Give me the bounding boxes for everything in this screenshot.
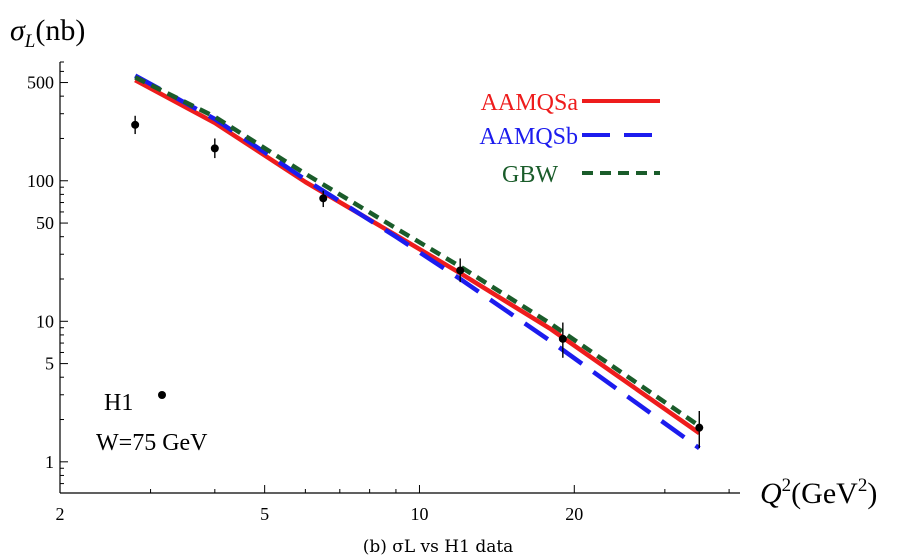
x-tick-label: 20 [565,504,583,524]
legend-label-aamqsb: AAMQSb [479,124,578,150]
h1-legend-marker [158,391,166,399]
y-tick-label: 10 [36,311,54,331]
h1-data-point [456,266,465,275]
y-tick-label: 50 [36,213,54,233]
h1-data-point [319,194,328,203]
y-axis-unit: (nb) [35,14,85,47]
y-axis-title: σL(nb) [10,14,85,52]
h1-data-point [558,334,567,343]
model-curves [134,73,701,451]
h1-data-point [210,144,219,153]
x-axis-ticks: 2 5 10 20 [56,485,730,524]
y-tick-label: 1 [45,452,54,472]
x-tick-label: 10 [410,504,428,524]
x-axis-unit-pre: (GeV [791,477,858,510]
x-tick-label: 5 [260,504,269,524]
y-axis-symbol: σ [10,14,26,47]
h1-data-point [131,120,140,129]
figure-caption: (b) σL vs H1 data [363,537,514,557]
x-axis-unit-post: ) [867,477,877,510]
h1-label: H1 [104,390,133,416]
series-line-aamqsa [134,78,701,435]
h1-data-point [695,423,704,432]
y-tick-label: 500 [27,73,54,93]
h1-data-points [131,115,704,449]
legend-label-aamqsa: AAMQSa [481,90,579,116]
x-tick-label: 2 [56,504,65,524]
y-tick-label: 5 [45,354,54,374]
x-axis-symbol: Q [760,477,782,510]
series-line-aamqsb [134,73,701,451]
x-axis-title: Q2(GeV2) [760,475,877,510]
legend-label-gbw: GBW [502,162,558,188]
y-axis-subscript: L [24,31,36,52]
x-axis-unit-superscript: 2 [858,475,868,496]
y-axis-ticks: 1 5 10 50 100 500 [27,61,68,485]
y-tick-label: 100 [27,171,54,191]
x-axis-superscript: 2 [782,475,792,496]
legend: AAMQSa AAMQSb GBW [479,90,660,188]
h1-note: W=75 GeV [96,430,208,456]
